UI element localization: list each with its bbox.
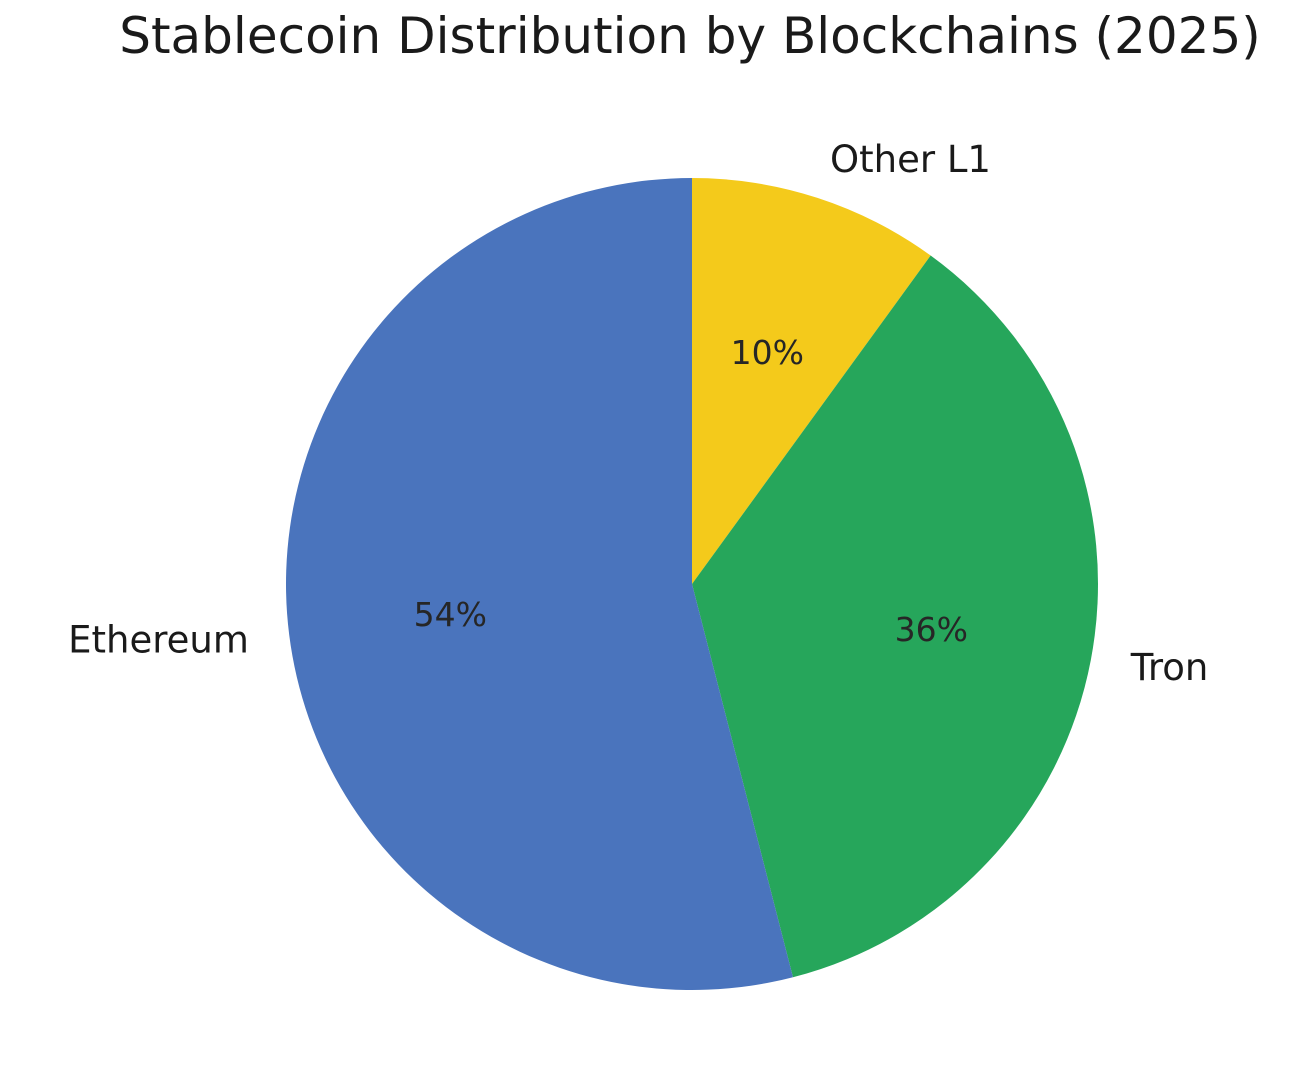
slice-label-ethereum: Ethereum [68, 618, 249, 661]
labels-layer: 10% Other L1 36% Tron 54% Ethereum [68, 138, 1208, 689]
pct-label-other-l1: 10% [731, 333, 804, 372]
slices-layer [285, 178, 1099, 990]
pie-slice-other-l1 [692, 178, 931, 584]
pct-label-tron: 36% [895, 610, 968, 649]
chart-title: Stablecoin Distribution by Blockchains (… [119, 7, 1261, 65]
slice-label-other-l1: Other L1 [830, 138, 991, 181]
pie-slice-ethereum [285, 178, 793, 990]
pct-label-ethereum: 54% [414, 595, 487, 634]
slice-label-tron: Tron [1130, 646, 1209, 689]
pie-slice-tron [692, 255, 1099, 978]
